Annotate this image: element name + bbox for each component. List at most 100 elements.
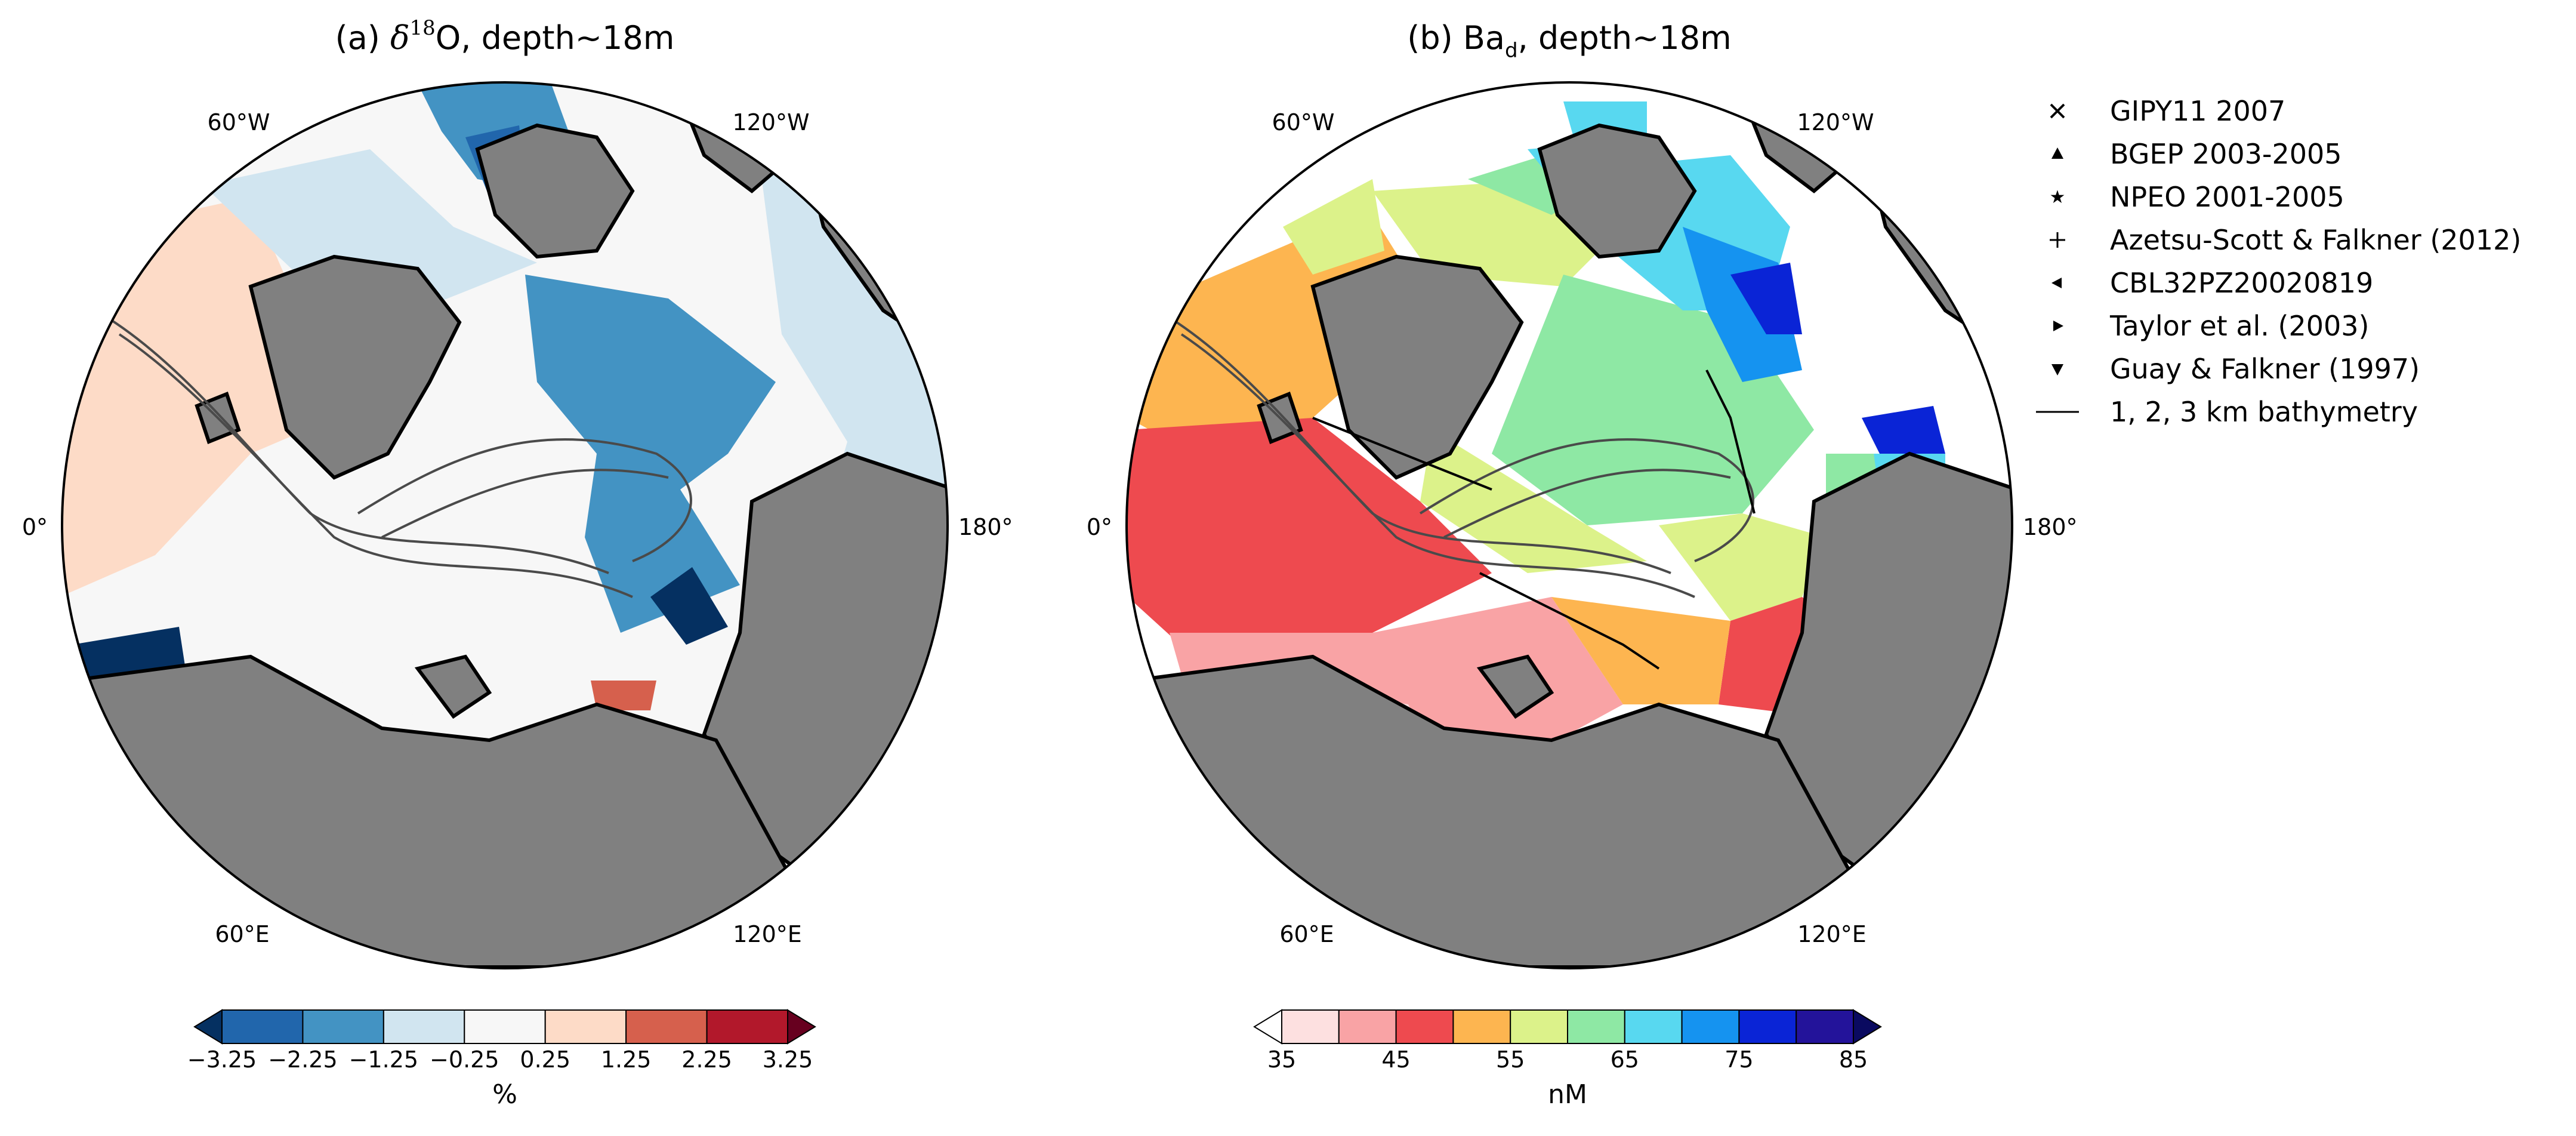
legend-entry: BGEP 2003-2005 [2051,138,2342,170]
colorbar-a-swatch [706,1009,788,1044]
field-blue-central [525,275,776,633]
colorbar-a-tick: 3.25 [763,1046,813,1073]
legend-label: 1, 2, 3 km bathymetry [2110,396,2418,428]
colorbar-b-swatch [1395,1009,1454,1044]
canadian-archipelago [1537,123,1697,259]
legend-entry: 1, 2, 3 km bathymetry [2036,396,2418,428]
field-red-kara [591,681,656,710]
field-red-atlantic [1128,418,1492,657]
colorbar-b-tick: 35 [1267,1046,1296,1073]
canadian-archipelago [475,123,635,259]
x-marker [2050,103,2065,119]
colorbar-b-tick: 65 [1611,1046,1639,1073]
colorbar-a-tick: −1.25 [349,1046,418,1073]
field-dark-blue-chukchi [1862,406,1945,466]
triangle-left-marker [2051,278,2062,288]
bathy-contour [1443,469,1731,538]
legend-entry: ★ NPEO 2001-2005 [2050,181,2344,213]
colorbar-b-swatch [1738,1009,1797,1044]
lon-label-60e: 60°E [1279,921,1334,947]
colorbar-b-tick: 85 [1839,1046,1868,1073]
colorbar-b-swatch [1281,1009,1340,1044]
legend-label: Taylor et al. (2003) [2109,310,2369,342]
lon-label-120w: 120°W [1797,109,1874,136]
greenland [1310,254,1524,480]
lon-labels-a: 60°W 120°W 0° 180° 60°E 120°E [22,109,1013,947]
lon-label-60w: 60°W [1272,109,1335,136]
colorbar-b-tick: 75 [1724,1046,1753,1073]
colorbar-a-tick: −3.25 [187,1046,257,1073]
colorbar-b-tick: 45 [1381,1046,1410,1073]
legend: GIPY11 2007 BGEP 2003-2005 ★ NPEO 2001-2005… [2036,95,2521,428]
map-a-frame [61,81,949,969]
panel-b-title: (b) Bad, depth∼18m [1407,19,1731,63]
panel-b: (b) Bad, depth∼18m [1087,19,2078,1110]
legend-label: GIPY11 2007 [2110,95,2285,127]
legend-label: CBL32PZ20020819 [2110,267,2373,299]
legend-entry: GIPY11 2007 [2050,95,2285,127]
lon-label-60w: 60°W [208,109,270,136]
colorbar-b-extend-high [1853,1009,1882,1045]
colorbar-a-tick: −2.25 [268,1046,337,1073]
lon-label-120e: 120°E [733,921,802,947]
bathy-contour [1419,438,1754,562]
colorbar-b-swatch [1510,1009,1568,1044]
map-b-frame [1125,81,2013,969]
npeo-track [1312,417,1492,491]
colorbar-a-swatch [625,1009,708,1044]
colorbar-b-swatch [1338,1009,1397,1044]
field-yellow-lomonosov [1420,430,1647,573]
bathy-contour [1180,333,1695,598]
field-darkest-laptev [650,567,728,645]
station-tracks [1312,370,1756,670]
legend-entry: Guay & Falkner (1997) [2051,353,2420,385]
field-blue-beaufort [1683,227,1802,382]
legend-entry: Azetsu-Scott & Falkner (2012) [2050,224,2521,256]
legend-label: NPEO 2001-2005 [2110,181,2344,213]
lon-label-180: 180° [2023,514,2078,540]
colorbar-b-swatch [1796,1009,1854,1044]
legend-entry: Taylor et al. (2003) [2053,310,2369,342]
triangle-down-marker [2051,364,2063,375]
legend-label: Azetsu-Scott & Falkner (2012) [2110,224,2521,256]
field-neutral-barents [310,585,597,716]
svalbard [1476,654,1554,719]
lon-label-0: 0° [1087,514,1112,540]
bathymetry-b [1157,309,1754,598]
colorbar-b-swatch [1681,1009,1740,1044]
field-yellow-green-greenland [1283,179,1384,275]
legend-entry: CBL32PZ20020819 [2051,267,2373,299]
colorbar-b-extend-low [1253,1009,1282,1045]
bathy-contour [118,333,633,598]
colorbar-a-tick: 0.25 [520,1046,570,1073]
lon-label-0: 0° [22,514,48,540]
legend-label: Guay & Falkner (1997) [2110,353,2420,385]
colorbar-a-extend-high [787,1009,816,1045]
bathymetry-a [95,309,692,598]
lon-label-60e: 60°E [215,921,269,947]
plus-marker [2050,232,2065,248]
bgep-track [1705,370,1756,514]
bathy-contour [357,438,692,562]
field-light-blue-north [203,149,537,310]
field-orange-kara [1551,597,1730,704]
colorbar-b: 35 45 55 65 75 85 nM [1253,1009,1882,1110]
star-marker: ★ [2050,187,2066,208]
colorbar-b-tick: 55 [1496,1046,1525,1073]
colorbar-b-swatch [1624,1009,1683,1044]
colorbar-b-label: nM [1548,1079,1587,1110]
bathy-contour [381,469,669,538]
colorbar-b-swatch [1567,1009,1625,1044]
colorbar-a-tick: 1.25 [601,1046,652,1073]
colorbar-a-extend-low [193,1009,223,1045]
colorbar-a-swatch [544,1009,627,1044]
panel-a-title: (a) δ18O, depth∼18m [335,16,675,57]
gipy11-track [1479,572,1660,670]
lon-label-180: 180° [958,514,1013,540]
colorbar-a-swatch [464,1009,546,1044]
colorbar-a-tick: 2.25 [681,1046,732,1073]
colorbar-a-swatch [382,1009,465,1044]
svalbard [414,654,492,719]
field-dark-blue-beaufort [1730,263,1802,334]
